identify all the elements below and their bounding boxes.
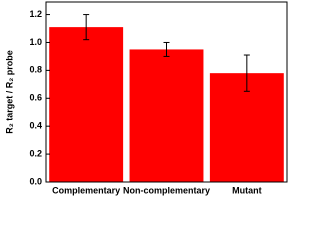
- y-tick-label: 0.2: [29, 148, 42, 158]
- y-tick-label: 1.0: [29, 37, 42, 47]
- x-tick-label: Non-complementary: [123, 185, 210, 195]
- y-tick-label: 1.2: [29, 9, 42, 19]
- y-axis-label: R₂ target / R₂ probe: [4, 50, 14, 134]
- y-tick-label: 0.8: [29, 65, 42, 75]
- x-tick-label: Complementary: [52, 185, 120, 195]
- y-tick-label: 0.6: [29, 93, 42, 103]
- y-tick-label: 0.4: [29, 121, 42, 131]
- x-tick-label: Mutant: [232, 185, 262, 195]
- y-tick-label: 0.0: [29, 176, 42, 186]
- bar: [49, 27, 124, 183]
- error-bar: [243, 54, 250, 92]
- error-bar: [163, 41, 170, 57]
- plot-frame: [45, 1, 288, 183]
- chart: R₂ target / R₂ probe Complementary Non-co…: [4, 1, 288, 195]
- error-bar: [83, 14, 90, 41]
- bar: [129, 49, 204, 182]
